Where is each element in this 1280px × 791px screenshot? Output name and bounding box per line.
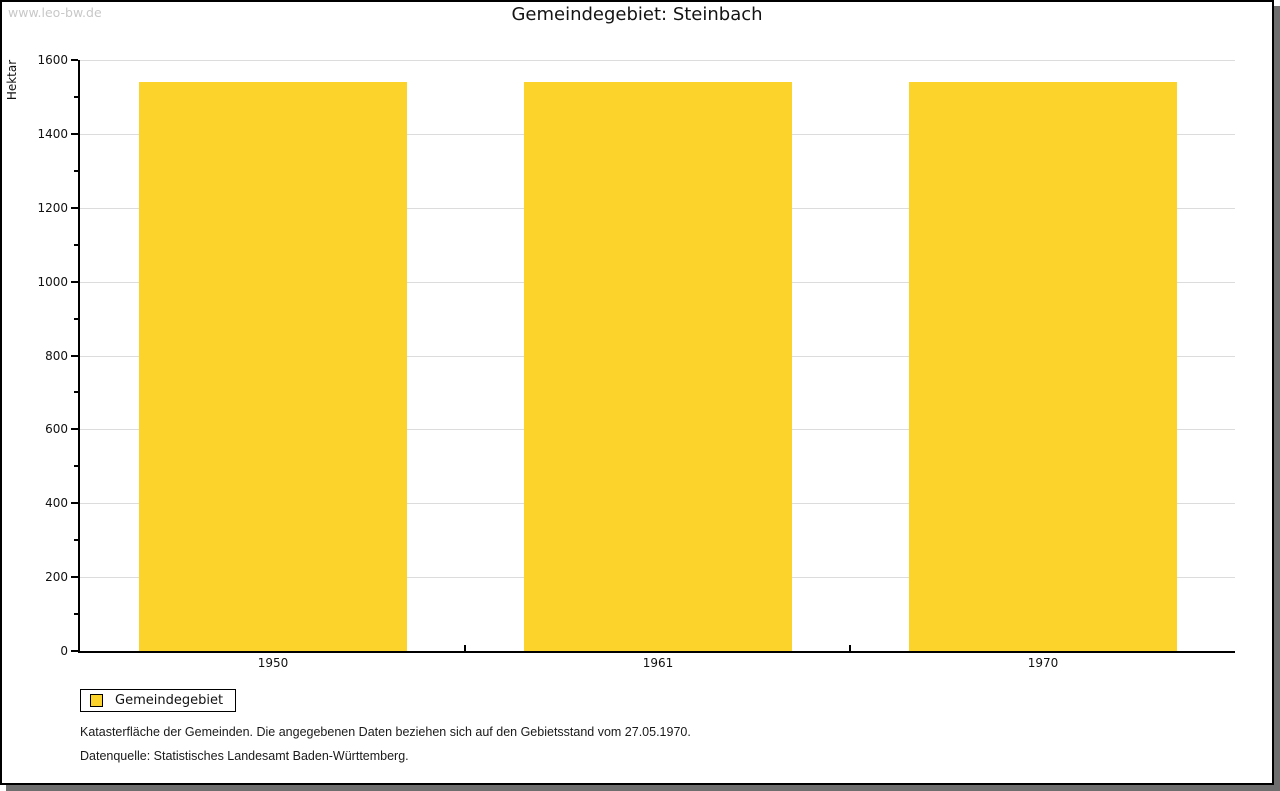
- x-tick-label-1970: 1970: [1027, 656, 1059, 670]
- y-minor-tick-900: [74, 318, 78, 320]
- x-tick-label-1950: 1950: [257, 656, 289, 670]
- y-minor-tick-100: [74, 613, 78, 615]
- x-boundary-tick-2: [849, 645, 851, 651]
- y-tick-label-1400: 1400: [37, 127, 68, 141]
- legend-swatch: [90, 694, 103, 707]
- y-tick-label-1000: 1000: [37, 275, 68, 289]
- y-major-tick-1400: [71, 133, 78, 135]
- y-minor-tick-1100: [74, 244, 78, 246]
- y-major-tick-1600: [71, 59, 78, 61]
- bar-1950: [139, 82, 407, 651]
- gridline-1600: [80, 60, 1235, 61]
- y-major-tick-800: [71, 355, 78, 357]
- x-tick-label-1961: 1961: [642, 656, 674, 670]
- footnote-description: Katasterfläche der Gemeinden. Die angege…: [80, 725, 691, 739]
- legend-label: Gemeindegebiet: [115, 693, 224, 708]
- y-axis-title: Hektar: [5, 59, 19, 101]
- y-tick-label-0: 0: [60, 644, 68, 658]
- y-minor-tick-300: [74, 539, 78, 541]
- y-minor-tick-500: [74, 465, 78, 467]
- chart-title: Gemeindegebiet: Steinbach: [511, 4, 763, 25]
- y-minor-tick-700: [74, 391, 78, 393]
- bar-1961: [524, 82, 792, 651]
- x-boundary-tick-1: [464, 645, 466, 651]
- y-tick-label-800: 800: [45, 349, 68, 363]
- footnote-datasource: Datenquelle: Statistisches Landesamt Bad…: [80, 749, 409, 763]
- y-major-tick-1000: [71, 281, 78, 283]
- y-minor-tick-1500: [74, 96, 78, 98]
- y-tick-label-200: 200: [45, 570, 68, 584]
- y-major-tick-1200: [71, 207, 78, 209]
- y-major-tick-200: [71, 576, 78, 578]
- watermark: www.leo-bw.de: [8, 5, 102, 20]
- y-tick-label-600: 600: [45, 422, 68, 436]
- y-tick-label-1600: 1600: [37, 53, 68, 67]
- legend: Gemeindegebiet: [80, 689, 237, 712]
- y-major-tick-600: [71, 428, 78, 430]
- y-minor-tick-1300: [74, 170, 78, 172]
- y-major-tick-0: [71, 650, 78, 652]
- y-tick-label-1200: 1200: [37, 201, 68, 215]
- y-tick-label-400: 400: [45, 496, 68, 510]
- plot-area: 0 200 400 600 800 1000 1200 1400 1600 1950 1961 197…: [37, 53, 1235, 670]
- y-major-tick-400: [71, 502, 78, 504]
- bar-1970: [909, 82, 1177, 651]
